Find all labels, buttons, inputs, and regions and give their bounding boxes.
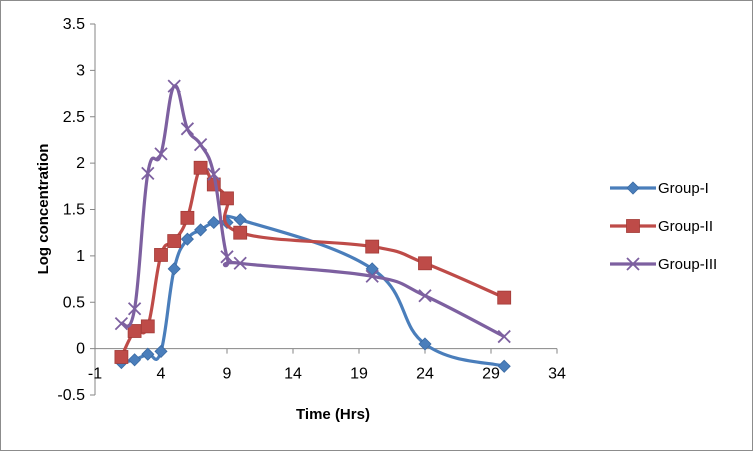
legend-marker-group-ii xyxy=(626,219,640,233)
data-point-group-i xyxy=(180,232,194,246)
data-point-group-i xyxy=(497,359,511,373)
data-point-group-iii xyxy=(141,166,155,180)
data-point-group-iii xyxy=(193,137,208,152)
y-tick-label: 2 xyxy=(76,155,85,172)
data-point-group-iii xyxy=(497,329,511,344)
legend-label-group-i: Group-I xyxy=(658,180,709,197)
x-tick-label: 34 xyxy=(548,366,566,383)
legend-item-group-i: Group-I xyxy=(610,180,709,197)
legend-label-group-ii: Group-II xyxy=(658,218,713,235)
data-point-group-i xyxy=(141,347,155,361)
legend-label-group-iii: Group-III xyxy=(658,256,717,273)
y-tick-label: 3 xyxy=(76,62,85,79)
data-point-group-iii xyxy=(365,269,379,283)
data-point-group-iii xyxy=(233,256,247,270)
data-point-group-iii xyxy=(114,316,129,331)
data-point-group-ii xyxy=(167,234,182,248)
data-point-group-i xyxy=(128,353,142,367)
x-tick-label: 24 xyxy=(416,366,434,383)
x-axis-title: Time (Hrs) xyxy=(296,406,370,423)
y-tick-label: 1.5 xyxy=(63,202,85,219)
y-tick-label: -0.5 xyxy=(57,387,85,404)
data-point-group-ii xyxy=(140,319,155,334)
y-axis-title: Log concentration xyxy=(35,144,52,275)
data-point-group-iii xyxy=(207,167,221,181)
data-point-group-ii xyxy=(154,248,168,262)
data-point-group-ii xyxy=(180,210,195,225)
y-tick-label: 3.5 xyxy=(63,16,85,33)
x-tick-label: 19 xyxy=(350,366,368,383)
y-tick-label: 1 xyxy=(76,248,85,265)
series-line-group-ii xyxy=(119,164,505,358)
legend-item-group-iii: Group-III xyxy=(610,256,717,273)
x-tick-label: 14 xyxy=(284,366,302,383)
legend-item-group-ii: Group-II xyxy=(610,218,713,235)
data-point-group-i xyxy=(207,215,221,230)
data-point-group-iii xyxy=(418,289,432,303)
data-point-group-iii xyxy=(180,122,195,136)
x-tick-label: -1 xyxy=(88,366,102,383)
x-tick-label: 4 xyxy=(157,366,166,383)
series-layer xyxy=(114,79,512,373)
data-point-group-i xyxy=(233,213,247,227)
data-point-group-iii xyxy=(154,147,168,161)
data-point-group-iii xyxy=(127,302,142,316)
data-point-group-ii xyxy=(365,239,380,254)
data-point-group-iii xyxy=(220,250,234,264)
data-point-group-ii xyxy=(220,191,234,206)
data-point-group-i xyxy=(154,344,168,358)
data-point-group-i xyxy=(167,262,181,276)
data-point-group-ii xyxy=(193,160,208,175)
y-tick-label: 2.5 xyxy=(63,109,85,126)
legend-marker-group-i xyxy=(626,181,640,195)
axes: -0.5 0 0.5 1 1.5 2 2.5 3 3.5 -1 4 9 14 19 24 29 34 xyxy=(57,16,566,404)
data-point-group-ii xyxy=(114,350,129,364)
legend: Group-I Group-II Group-III xyxy=(610,180,717,273)
data-point-group-i xyxy=(418,337,432,351)
series-line-group-iii xyxy=(120,84,505,338)
x-tick-label: 29 xyxy=(482,366,500,383)
data-point-group-iii xyxy=(167,79,181,93)
y-tick-label: 0 xyxy=(76,341,85,358)
legend-marker-group-iii xyxy=(626,257,640,271)
data-point-group-ii xyxy=(233,225,248,240)
data-point-group-ii xyxy=(418,256,432,271)
x-tick-label: 9 xyxy=(223,366,232,383)
y-tick-label: 0.5 xyxy=(63,294,85,311)
series-group-iii xyxy=(114,79,511,344)
data-point-group-i xyxy=(194,223,208,237)
data-point-group-ii xyxy=(497,290,512,305)
